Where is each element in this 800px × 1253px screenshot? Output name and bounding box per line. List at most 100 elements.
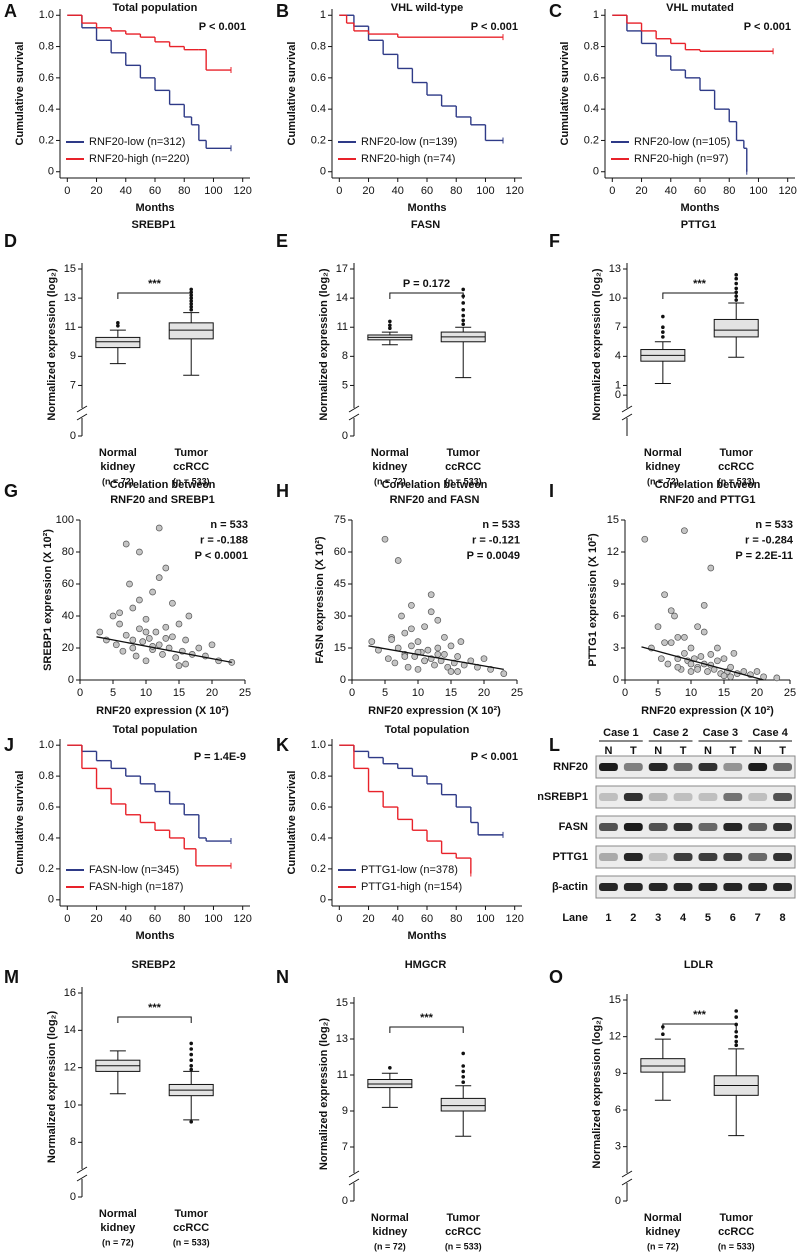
chart-title: Total population (113, 724, 198, 736)
legend-label: RNF20-low (n=105) (634, 136, 730, 148)
y-tick-label: 0.2 (311, 863, 326, 875)
axis-break (348, 413, 360, 421)
point (208, 641, 216, 649)
lane-label: Lane (562, 912, 588, 924)
band (673, 793, 693, 801)
point (129, 636, 137, 644)
outlier (461, 313, 466, 318)
y-tick-label: 14 (336, 292, 348, 304)
y-tick-label: 9 (342, 1105, 348, 1117)
legend-label: RNF20-high (n=74) (361, 153, 455, 165)
x-tick-label: 120 (234, 913, 252, 925)
x-tick-label: Normal (644, 447, 682, 459)
point (126, 580, 133, 588)
x-tick-label: 20 (635, 185, 647, 197)
point (641, 535, 649, 543)
outlier (734, 286, 739, 291)
x-tick-label: 20 (362, 185, 374, 197)
lane-type: T (729, 745, 736, 757)
x-tick-label: ccRCC (718, 461, 754, 473)
panel-letter: B (276, 1, 289, 21)
point (116, 609, 123, 617)
panel-letter: K (276, 735, 289, 755)
point (700, 628, 708, 636)
y-tick-label: 8 (70, 1136, 76, 1148)
band (623, 883, 643, 891)
point (421, 623, 428, 631)
point (391, 659, 399, 667)
y-axis-label: FASN expression (X 10²) (314, 536, 326, 663)
point (159, 651, 166, 658)
y-tick-label: 0.2 (584, 134, 599, 146)
outlier (461, 1080, 466, 1084)
band (623, 853, 643, 861)
legend-label: RNF20-high (n=97) (634, 153, 728, 165)
y-tick-label: 45 (334, 578, 346, 590)
lane-number: 4 (680, 912, 687, 924)
x-tick-label: 120 (779, 185, 797, 197)
outlier (189, 299, 194, 303)
y-tick-label: 6 (615, 1104, 621, 1116)
y-tick-label: 11 (337, 1069, 348, 1081)
point (421, 657, 428, 665)
x-tick-label: 120 (506, 185, 524, 197)
point (132, 652, 140, 660)
x-tick-label: 80 (723, 185, 735, 197)
y-tick-label: 0.4 (584, 103, 599, 115)
y-tick-label: 11 (65, 321, 76, 333)
row-label: FASN (559, 821, 588, 833)
axis-break (76, 1174, 88, 1182)
y-tick-label: 0.4 (311, 103, 326, 115)
x-tick-label: 25 (239, 687, 251, 699)
x-tick-label: 80 (178, 913, 190, 925)
point (408, 625, 415, 633)
lane-number: 3 (655, 912, 661, 924)
y-tick-label: 20 (62, 642, 74, 654)
blot-strip (595, 755, 796, 779)
point (119, 647, 127, 655)
x-tick-label: 20 (90, 185, 102, 197)
x-axis-label: RNF20 expression (X 10²) (368, 705, 501, 717)
y-tick-label: 0 (68, 674, 74, 686)
point (424, 646, 432, 654)
y-tick-label: 0 (342, 430, 348, 442)
point (730, 649, 738, 657)
band (599, 823, 618, 831)
chart-title: VHL wild-type (391, 2, 464, 14)
chart-title: HMGCR (405, 959, 447, 971)
trend-line (368, 645, 504, 670)
lane-type: T (779, 745, 786, 757)
axis-break (76, 405, 88, 413)
point (720, 655, 728, 663)
significance: P = 0.172 (403, 278, 450, 290)
x-tick-label: 10 (140, 687, 152, 699)
outlier (116, 323, 120, 328)
outlier (461, 1075, 466, 1079)
y-tick-label: 8 (342, 350, 348, 362)
point (169, 633, 176, 641)
lane-number: 2 (630, 912, 636, 924)
panel-letter: J (4, 735, 14, 755)
annotation: r = -0.121 (472, 534, 520, 546)
x-tick-label: 10 (412, 687, 424, 699)
y-tick-label: 9 (70, 350, 76, 362)
y-tick-label: 12 (64, 1062, 76, 1074)
chart-title: Correlation between (655, 479, 761, 491)
lane-type: N (704, 745, 712, 757)
axis-break (348, 1178, 360, 1186)
point (136, 625, 143, 633)
x-tick-label: 20 (90, 913, 102, 925)
significance-bracket (389, 292, 464, 299)
lane-type: T (680, 745, 687, 757)
chart-title: SREBP1 (131, 219, 175, 231)
panel-letter: H (276, 481, 289, 501)
point (182, 660, 189, 668)
point (434, 616, 442, 624)
point (661, 639, 668, 647)
point (172, 654, 180, 661)
significance-bracket (389, 1026, 464, 1033)
outlier (189, 1120, 194, 1124)
x-tick-label: kidney (100, 461, 136, 473)
point (122, 540, 130, 548)
outlier (734, 1029, 739, 1034)
